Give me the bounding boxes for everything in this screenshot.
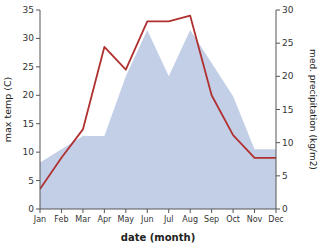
y-tick (36, 180, 40, 181)
y-tick-label: 35 (23, 5, 34, 15)
x-tick (82, 209, 83, 213)
y-tick (36, 123, 40, 124)
precipitation-area (40, 30, 276, 209)
y2-tick-label: 25 (282, 38, 293, 48)
x-tick (40, 209, 41, 213)
y-tick-label: 10 (23, 147, 35, 157)
y2-tick-label: 0 (282, 204, 288, 214)
y2-axis-line (276, 10, 277, 209)
y-tick-label: 25 (23, 62, 34, 72)
x-tick (276, 209, 277, 213)
x-tick-label: Oct (226, 215, 240, 224)
x-tick-label: May (118, 215, 135, 224)
y2-tick (276, 142, 280, 143)
x-tick-label: Apr (97, 215, 112, 224)
y-tick (36, 38, 40, 39)
y-tick-label: 5 (28, 176, 34, 186)
y-tick-label: 30 (23, 33, 35, 43)
chart: 0 5 10 15 20 25 30 35 0 5 10 15 20 25 30 Jan Feb Mar Apr Ma… (0, 0, 318, 247)
y-tick (36, 209, 40, 210)
x-tick (211, 209, 212, 213)
y-tick-label: 15 (23, 119, 34, 129)
y2-tick (276, 43, 280, 44)
x-tick-label: Dec (268, 215, 283, 224)
y-tick-label: 20 (23, 90, 35, 100)
x-tick (233, 209, 234, 213)
y2-tick-label: 10 (282, 138, 294, 148)
y-tick (36, 10, 40, 11)
y-tick (36, 152, 40, 153)
y-tick-label: 0 (28, 204, 34, 214)
y2-axis-label: med. precipitation (kg/m2) (308, 49, 318, 170)
y2-tick-label: 30 (282, 5, 294, 15)
y-axis-line (40, 10, 41, 209)
x-tick (254, 209, 255, 213)
page: {"chart_data": {"type": "line", "xlabel"… (0, 0, 318, 247)
y2-tick-label: 5 (282, 171, 288, 181)
x-tick (190, 209, 191, 213)
x-tick-label: Aug (182, 215, 198, 224)
x-tick (125, 209, 126, 213)
x-tick-label: Mar (75, 215, 91, 224)
x-tick-label: Feb (54, 215, 68, 224)
y-axis-label: max temp (C) (2, 77, 13, 143)
x-tick-label: Sep (204, 215, 219, 224)
x-tick (104, 209, 105, 213)
x-axis-label: date (month) (121, 232, 195, 243)
chart-container: 0 5 10 15 20 25 30 35 0 5 10 15 20 25 30 Jan Feb Mar Apr Ma… (0, 0, 318, 247)
x-tick (168, 209, 169, 213)
x-tick (61, 209, 62, 213)
x-tick-label: Jun (140, 215, 154, 224)
y2-tick (276, 209, 280, 210)
x-tick-label: Jul (163, 215, 174, 224)
x-tick-label: Jan (33, 215, 46, 224)
y2-tick-label: 15 (282, 105, 293, 115)
y-tick (36, 66, 40, 67)
y-tick (36, 95, 40, 96)
y2-tick (276, 10, 280, 11)
x-tick-label: Nov (247, 215, 263, 224)
y2-tick-label: 20 (282, 71, 294, 81)
y2-tick (276, 109, 280, 110)
x-axis-line (40, 209, 276, 210)
y2-tick (276, 175, 280, 176)
temperature-line (40, 16, 276, 189)
x-tick (147, 209, 148, 213)
y2-tick (276, 76, 280, 77)
plot-data (40, 16, 276, 209)
